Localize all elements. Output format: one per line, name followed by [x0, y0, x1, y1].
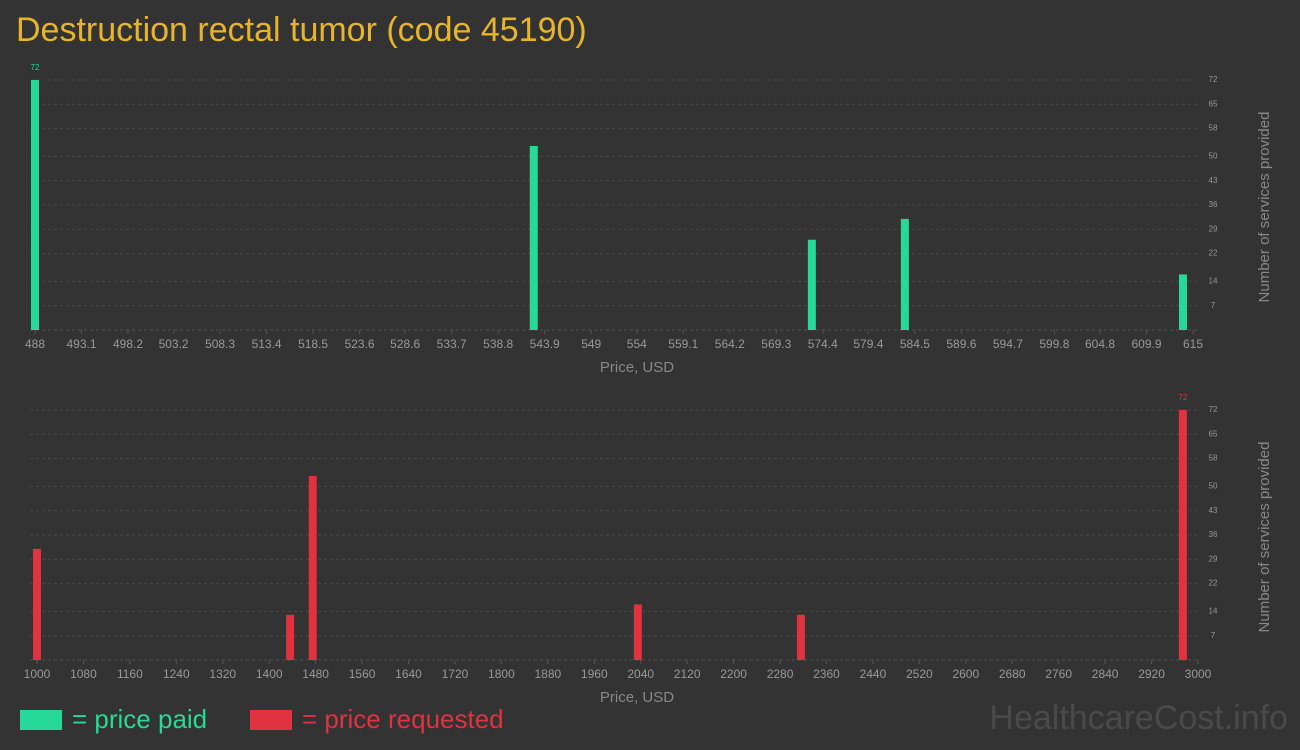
x-tick-label: 1720 [442, 667, 469, 681]
y-tick-label: 43 [1209, 506, 1218, 515]
y-tick-label: 65 [1209, 99, 1218, 108]
x-axis-title: Price, USD [600, 359, 674, 376]
chart-title: Destruction rectal tumor (code 45190) [16, 11, 587, 49]
y-tick-label: 29 [1209, 224, 1218, 233]
y-tick-label: 14 [1209, 276, 1218, 285]
x-tick-label: 1160 [117, 667, 143, 681]
y-tick-label: 72 [1209, 405, 1218, 414]
x-tick-label: 584.5 [900, 337, 930, 351]
x-tick-label: 579.4 [853, 337, 883, 351]
bar [33, 548, 41, 660]
y-tick-label: 50 [1209, 151, 1218, 160]
x-tick-label: 538.8 [483, 337, 513, 351]
bar [308, 475, 317, 660]
y-tick-label: 36 [1209, 200, 1218, 209]
x-tick-label: 2040 [627, 667, 654, 681]
bar [286, 614, 295, 660]
x-tick-label: 1480 [302, 667, 329, 681]
legend-swatch [250, 710, 292, 730]
x-tick-label: 513.4 [252, 337, 282, 351]
x-tick-label: 599.8 [1039, 337, 1069, 351]
x-axis-title: Price, USD [600, 689, 674, 706]
bar [633, 604, 642, 660]
bar [807, 239, 816, 330]
bar [529, 145, 538, 330]
y-tick-label: 65 [1209, 429, 1218, 438]
x-tick-label: 523.6 [345, 337, 375, 351]
x-tick-label: 604.8 [1085, 337, 1115, 351]
y-tick-label: 22 [1209, 249, 1218, 258]
x-tick-label: 1240 [163, 667, 190, 681]
bar [900, 218, 909, 330]
x-tick-label: 2440 [860, 667, 887, 681]
x-tick-label: 2200 [720, 667, 747, 681]
y-tick-label: 7 [1211, 631, 1216, 640]
x-tick-label: 2280 [767, 667, 794, 681]
x-tick-label: 503.2 [159, 337, 189, 351]
x-tick-label: 589.6 [946, 337, 976, 351]
y-axis-title: Number of services provided [1256, 442, 1273, 633]
legend-label: = price requested [302, 704, 504, 734]
y-tick-label: 14 [1209, 606, 1218, 615]
x-tick-label: 533.7 [437, 337, 467, 351]
x-tick-label: 1080 [70, 667, 97, 681]
x-tick-label: 1800 [488, 667, 515, 681]
y-tick-label: 22 [1209, 579, 1218, 588]
x-tick-label: 518.5 [298, 337, 328, 351]
legend-swatch [20, 710, 62, 730]
x-tick-label: 2360 [813, 667, 840, 681]
x-tick-label: 2840 [1092, 667, 1119, 681]
x-tick-label: 1320 [209, 667, 236, 681]
x-tick-label: 528.6 [390, 337, 420, 351]
x-tick-label: 493.1 [66, 337, 96, 351]
value-label: 72 [31, 63, 40, 72]
value-label: 72 [1178, 393, 1187, 402]
x-tick-label: 498.2 [113, 337, 143, 351]
y-tick-label: 29 [1209, 554, 1218, 563]
x-tick-label: 488 [25, 337, 45, 351]
x-tick-label: 564.2 [715, 337, 745, 351]
x-tick-label: 559.1 [668, 337, 698, 351]
x-tick-label: 3000 [1185, 667, 1212, 681]
x-tick-label: 543.9 [530, 337, 560, 351]
x-tick-label: 2920 [1138, 667, 1165, 681]
x-tick-label: 574.4 [808, 337, 838, 351]
x-tick-label: 609.9 [1131, 337, 1161, 351]
x-tick-label: 2600 [952, 667, 979, 681]
x-tick-label: 569.3 [761, 337, 791, 351]
legend-label: = price paid [72, 704, 207, 734]
bar [1178, 410, 1187, 660]
x-tick-label: 508.3 [205, 337, 235, 351]
x-tick-label: 2120 [674, 667, 701, 681]
watermark: HealthcareCost.info [989, 699, 1288, 737]
bar [31, 80, 39, 330]
x-tick-label: 1880 [534, 667, 561, 681]
x-tick-label: 1960 [581, 667, 608, 681]
y-axis-title: Number of services provided [1256, 112, 1273, 303]
x-tick-label: 549 [581, 337, 601, 351]
y-tick-label: 36 [1209, 530, 1218, 539]
x-tick-label: 1640 [395, 667, 422, 681]
y-tick-label: 43 [1209, 176, 1218, 185]
y-tick-label: 58 [1209, 454, 1218, 463]
x-tick-label: 2760 [1045, 667, 1072, 681]
y-tick-label: 50 [1209, 481, 1218, 490]
x-tick-label: 554 [627, 337, 647, 351]
y-tick-label: 72 [1209, 75, 1218, 84]
x-tick-label: 615 [1183, 337, 1203, 351]
x-tick-label: 1400 [256, 667, 283, 681]
x-tick-label: 2520 [906, 667, 933, 681]
y-tick-label: 7 [1211, 301, 1216, 310]
x-tick-label: 594.7 [993, 337, 1023, 351]
x-tick-label: 1000 [24, 667, 51, 681]
y-tick-label: 58 [1209, 124, 1218, 133]
x-tick-label: 1560 [349, 667, 376, 681]
x-tick-label: 2680 [999, 667, 1026, 681]
bar [1178, 274, 1187, 330]
bar [796, 614, 805, 660]
